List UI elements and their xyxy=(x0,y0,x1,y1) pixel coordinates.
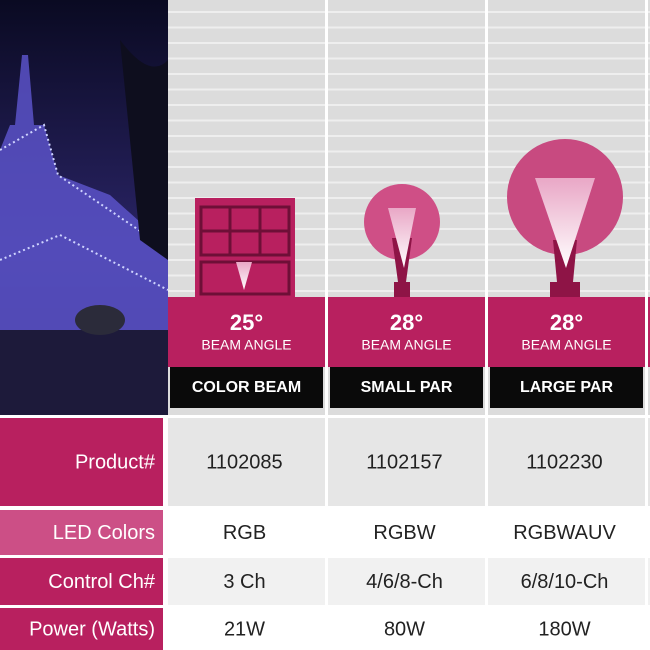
name-band xyxy=(170,367,323,408)
cell-bg xyxy=(648,558,650,605)
cell-value: 21W xyxy=(224,618,265,640)
row-label-bg xyxy=(0,418,163,506)
cell-bg xyxy=(168,418,325,506)
row-label-bg xyxy=(0,510,163,555)
cell-value: 180W xyxy=(538,618,590,640)
product-name: COLOR BEAM xyxy=(192,379,301,396)
cell-bg xyxy=(648,510,650,555)
beam-angle: 25° xyxy=(230,310,263,335)
name-band xyxy=(490,367,643,408)
cell-value: 4/6/8-Ch xyxy=(366,571,443,593)
cell-value: RGBWAUV xyxy=(513,522,616,544)
row-label: Control Ch# xyxy=(48,571,156,593)
cell-value: 3 Ch xyxy=(223,571,265,593)
beam-band xyxy=(168,297,325,367)
product-name: SMALL PAR xyxy=(361,379,453,396)
cell-bg xyxy=(168,558,325,605)
beam-label: BEAM ANGLE xyxy=(201,337,291,353)
cell-value: 6/8/10-Ch xyxy=(521,571,609,593)
row-label-bg xyxy=(0,558,163,605)
icon-large-par xyxy=(507,139,623,297)
cell-bg xyxy=(648,608,650,650)
beam-band xyxy=(328,297,485,367)
cell-bg xyxy=(648,418,650,506)
icon-small-par xyxy=(364,184,440,297)
cell-bg xyxy=(328,418,485,506)
name-band xyxy=(330,367,483,408)
row-label-bg xyxy=(0,608,163,650)
cell-bg xyxy=(168,510,325,555)
beam-label: BEAM ANGLE xyxy=(521,337,611,353)
cell-bg xyxy=(488,418,645,506)
cell-value: 1102157 xyxy=(366,451,442,473)
column-bg xyxy=(648,0,650,415)
cell-value: RGBW xyxy=(373,522,435,544)
photo xyxy=(0,0,169,415)
row-label: Power (Watts) xyxy=(29,618,155,640)
cell-value: 1102230 xyxy=(526,451,602,473)
cell-bg xyxy=(488,510,645,555)
cell-bg xyxy=(328,608,485,650)
beam-band xyxy=(648,297,650,367)
icon-color-beam xyxy=(195,198,295,297)
cell-value: RGB xyxy=(223,522,266,544)
beam-angle: 28° xyxy=(390,310,423,335)
cell-value: 1102085 xyxy=(206,451,282,473)
cell-bg xyxy=(168,608,325,650)
row-label: Product# xyxy=(75,451,156,473)
beam-angle: 28° xyxy=(550,310,583,335)
cell-bg xyxy=(488,558,645,605)
cell-value: 80W xyxy=(384,618,425,640)
cell-bg xyxy=(488,608,645,650)
cell-bg xyxy=(328,558,485,605)
beam-label: BEAM ANGLE xyxy=(361,337,451,353)
beam-band xyxy=(488,297,645,367)
product-name: LARGE PAR xyxy=(520,379,613,396)
row-label: LED Colors xyxy=(53,522,155,544)
cell-bg xyxy=(328,510,485,555)
